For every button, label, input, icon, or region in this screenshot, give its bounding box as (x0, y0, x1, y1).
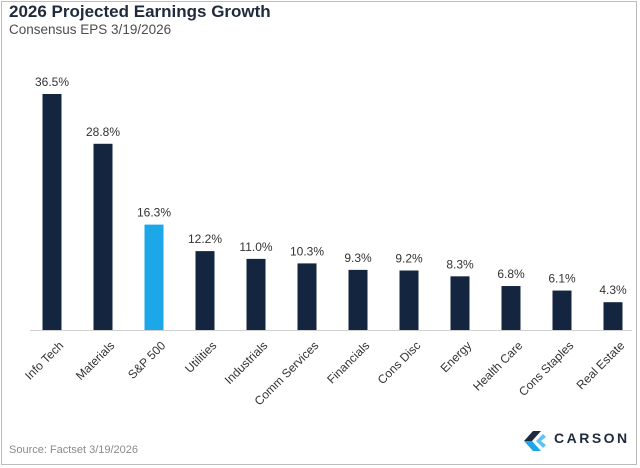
data-label: 10.3% (290, 244, 324, 258)
data-label-group: 36.5% 28.8% 16.3% 12.2% 11.0% 10.3% 9.3% 9.2% 8.… (35, 75, 627, 297)
bar (42, 94, 62, 330)
category-label: S&P 500 (125, 338, 168, 381)
data-label: 12.2% (188, 232, 222, 246)
category-label: Energy (438, 338, 475, 375)
bar (501, 286, 521, 330)
bar (603, 302, 623, 330)
data-label: 6.8% (497, 267, 525, 281)
bar (297, 263, 317, 330)
logo-text: CARSON (554, 430, 630, 446)
category-label: Industrials (222, 338, 271, 387)
bar (195, 251, 215, 330)
bar-chart: 36.5% 28.8% 16.3% 12.2% 11.0% 10.3% 9.3% 9.2% 8.… (22, 75, 632, 408)
data-label: 11.0% (239, 240, 272, 254)
bar (93, 143, 113, 330)
data-label: 36.5% (35, 75, 69, 89)
bar (399, 270, 419, 330)
data-label: 6.1% (548, 272, 576, 286)
chart-title: 2026 Projected Earnings Growth (9, 2, 271, 21)
category-label: Materials (73, 338, 117, 382)
data-label: 28.8% (86, 125, 120, 139)
data-label: 8.3% (446, 257, 474, 271)
chart-subtitle: Consensus EPS 3/19/2026 (9, 22, 172, 37)
category-label: Health Care (470, 338, 525, 393)
data-label: 9.2% (395, 252, 423, 266)
category-label: Utilities (182, 338, 219, 375)
bar (144, 224, 164, 330)
category-label: Cons Staples (516, 338, 576, 398)
category-label: Real Estate (574, 338, 628, 392)
bar (348, 269, 368, 330)
bar (450, 276, 470, 330)
source-note: Source: Factset 3/19/2026 (9, 444, 139, 456)
category-label-group: Info Tech Materials S&P 500 Utilities Indust… (22, 338, 627, 408)
bar (552, 290, 572, 330)
data-label: 4.3% (599, 283, 627, 297)
category-label: Cons Disc (375, 338, 424, 387)
category-label: Financials (324, 338, 372, 386)
category-label: Info Tech (22, 338, 66, 382)
data-label: 9.3% (344, 251, 372, 265)
data-label: 16.3% (137, 206, 171, 220)
carson-logo-icon (524, 431, 546, 451)
bar (246, 258, 266, 330)
bar-group (42, 94, 623, 330)
